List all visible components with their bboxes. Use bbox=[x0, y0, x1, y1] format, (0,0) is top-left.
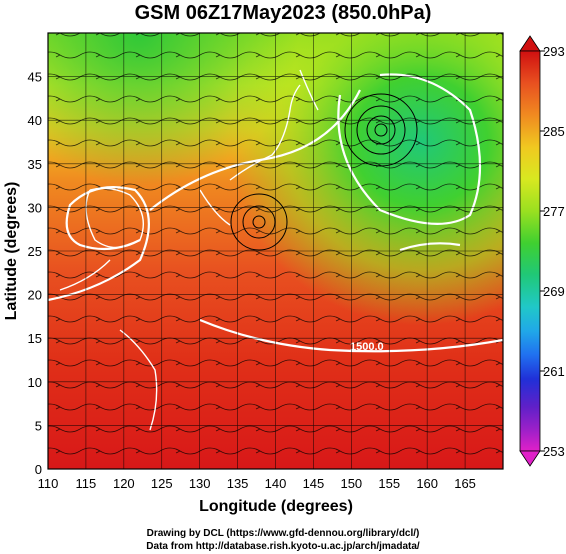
colorbar-label: 285 bbox=[543, 124, 565, 139]
x-tick-label: 110 bbox=[38, 476, 59, 491]
y-tick-label: 40 bbox=[28, 113, 42, 128]
x-tick-label: 130 bbox=[189, 476, 211, 491]
contour-label: 1500.0 bbox=[350, 341, 384, 353]
cyclone-center bbox=[230, 93, 418, 251]
x-tick-labels: 110 115 120 125 130 135 140 145 150 155 160 165 bbox=[38, 476, 476, 491]
y-tick-label: 5 bbox=[35, 418, 42, 433]
x-tick-label: 145 bbox=[303, 476, 325, 491]
x-tick-label: 135 bbox=[227, 476, 249, 491]
x-tick-label: 120 bbox=[113, 476, 135, 491]
chart-title: GSM 06Z17May2023 (850.0hPa) bbox=[134, 2, 432, 24]
colorbar-label: 269 bbox=[543, 284, 565, 299]
x-tick-label: 165 bbox=[454, 476, 476, 491]
y-axis-label: Latitude (degrees) bbox=[3, 182, 20, 321]
height-contours bbox=[48, 73, 503, 353]
y-tick-label: 25 bbox=[28, 244, 42, 259]
colorbar-label: 277 bbox=[543, 204, 565, 219]
colorbar-bottom-triangle bbox=[519, 450, 541, 467]
credit-drawing: Drawing by DCL (https://www.gfd-dennou.o… bbox=[146, 528, 420, 539]
x-tick-label: 115 bbox=[76, 476, 97, 491]
x-tick-label: 140 bbox=[265, 476, 287, 491]
y-tick-label: 0 bbox=[35, 462, 42, 477]
x-tick-label: 155 bbox=[378, 476, 400, 491]
plot-frame bbox=[47, 32, 504, 470]
y-tick-label: 35 bbox=[28, 157, 42, 172]
colorbar-label: 293 bbox=[543, 44, 565, 59]
y-tick-label: 45 bbox=[28, 70, 42, 85]
x-axis-label: Longitude (degrees) bbox=[199, 498, 353, 515]
colorbar-label: 261 bbox=[543, 364, 565, 379]
colorbar: 293 285 277 269 261 253 bbox=[519, 35, 565, 467]
coastlines bbox=[59, 69, 319, 431]
y-tick-label: 30 bbox=[28, 200, 42, 215]
x-tick-label: 125 bbox=[151, 476, 173, 491]
x-tick-label: 160 bbox=[416, 476, 438, 491]
y-tick-labels: 0 5 10 15 20 25 30 35 40 45 bbox=[28, 70, 42, 477]
credit-data: Data from http://database.rish.kyoto-u.a… bbox=[146, 541, 420, 552]
y-tick-label: 15 bbox=[28, 331, 42, 346]
colorbar-top-triangle bbox=[519, 35, 541, 52]
colorbar-body bbox=[519, 50, 541, 452]
y-tick-label: 20 bbox=[28, 288, 42, 303]
x-tick-label: 150 bbox=[340, 476, 362, 491]
y-tick-label: 10 bbox=[28, 375, 42, 390]
colorbar-label: 253 bbox=[543, 444, 565, 459]
